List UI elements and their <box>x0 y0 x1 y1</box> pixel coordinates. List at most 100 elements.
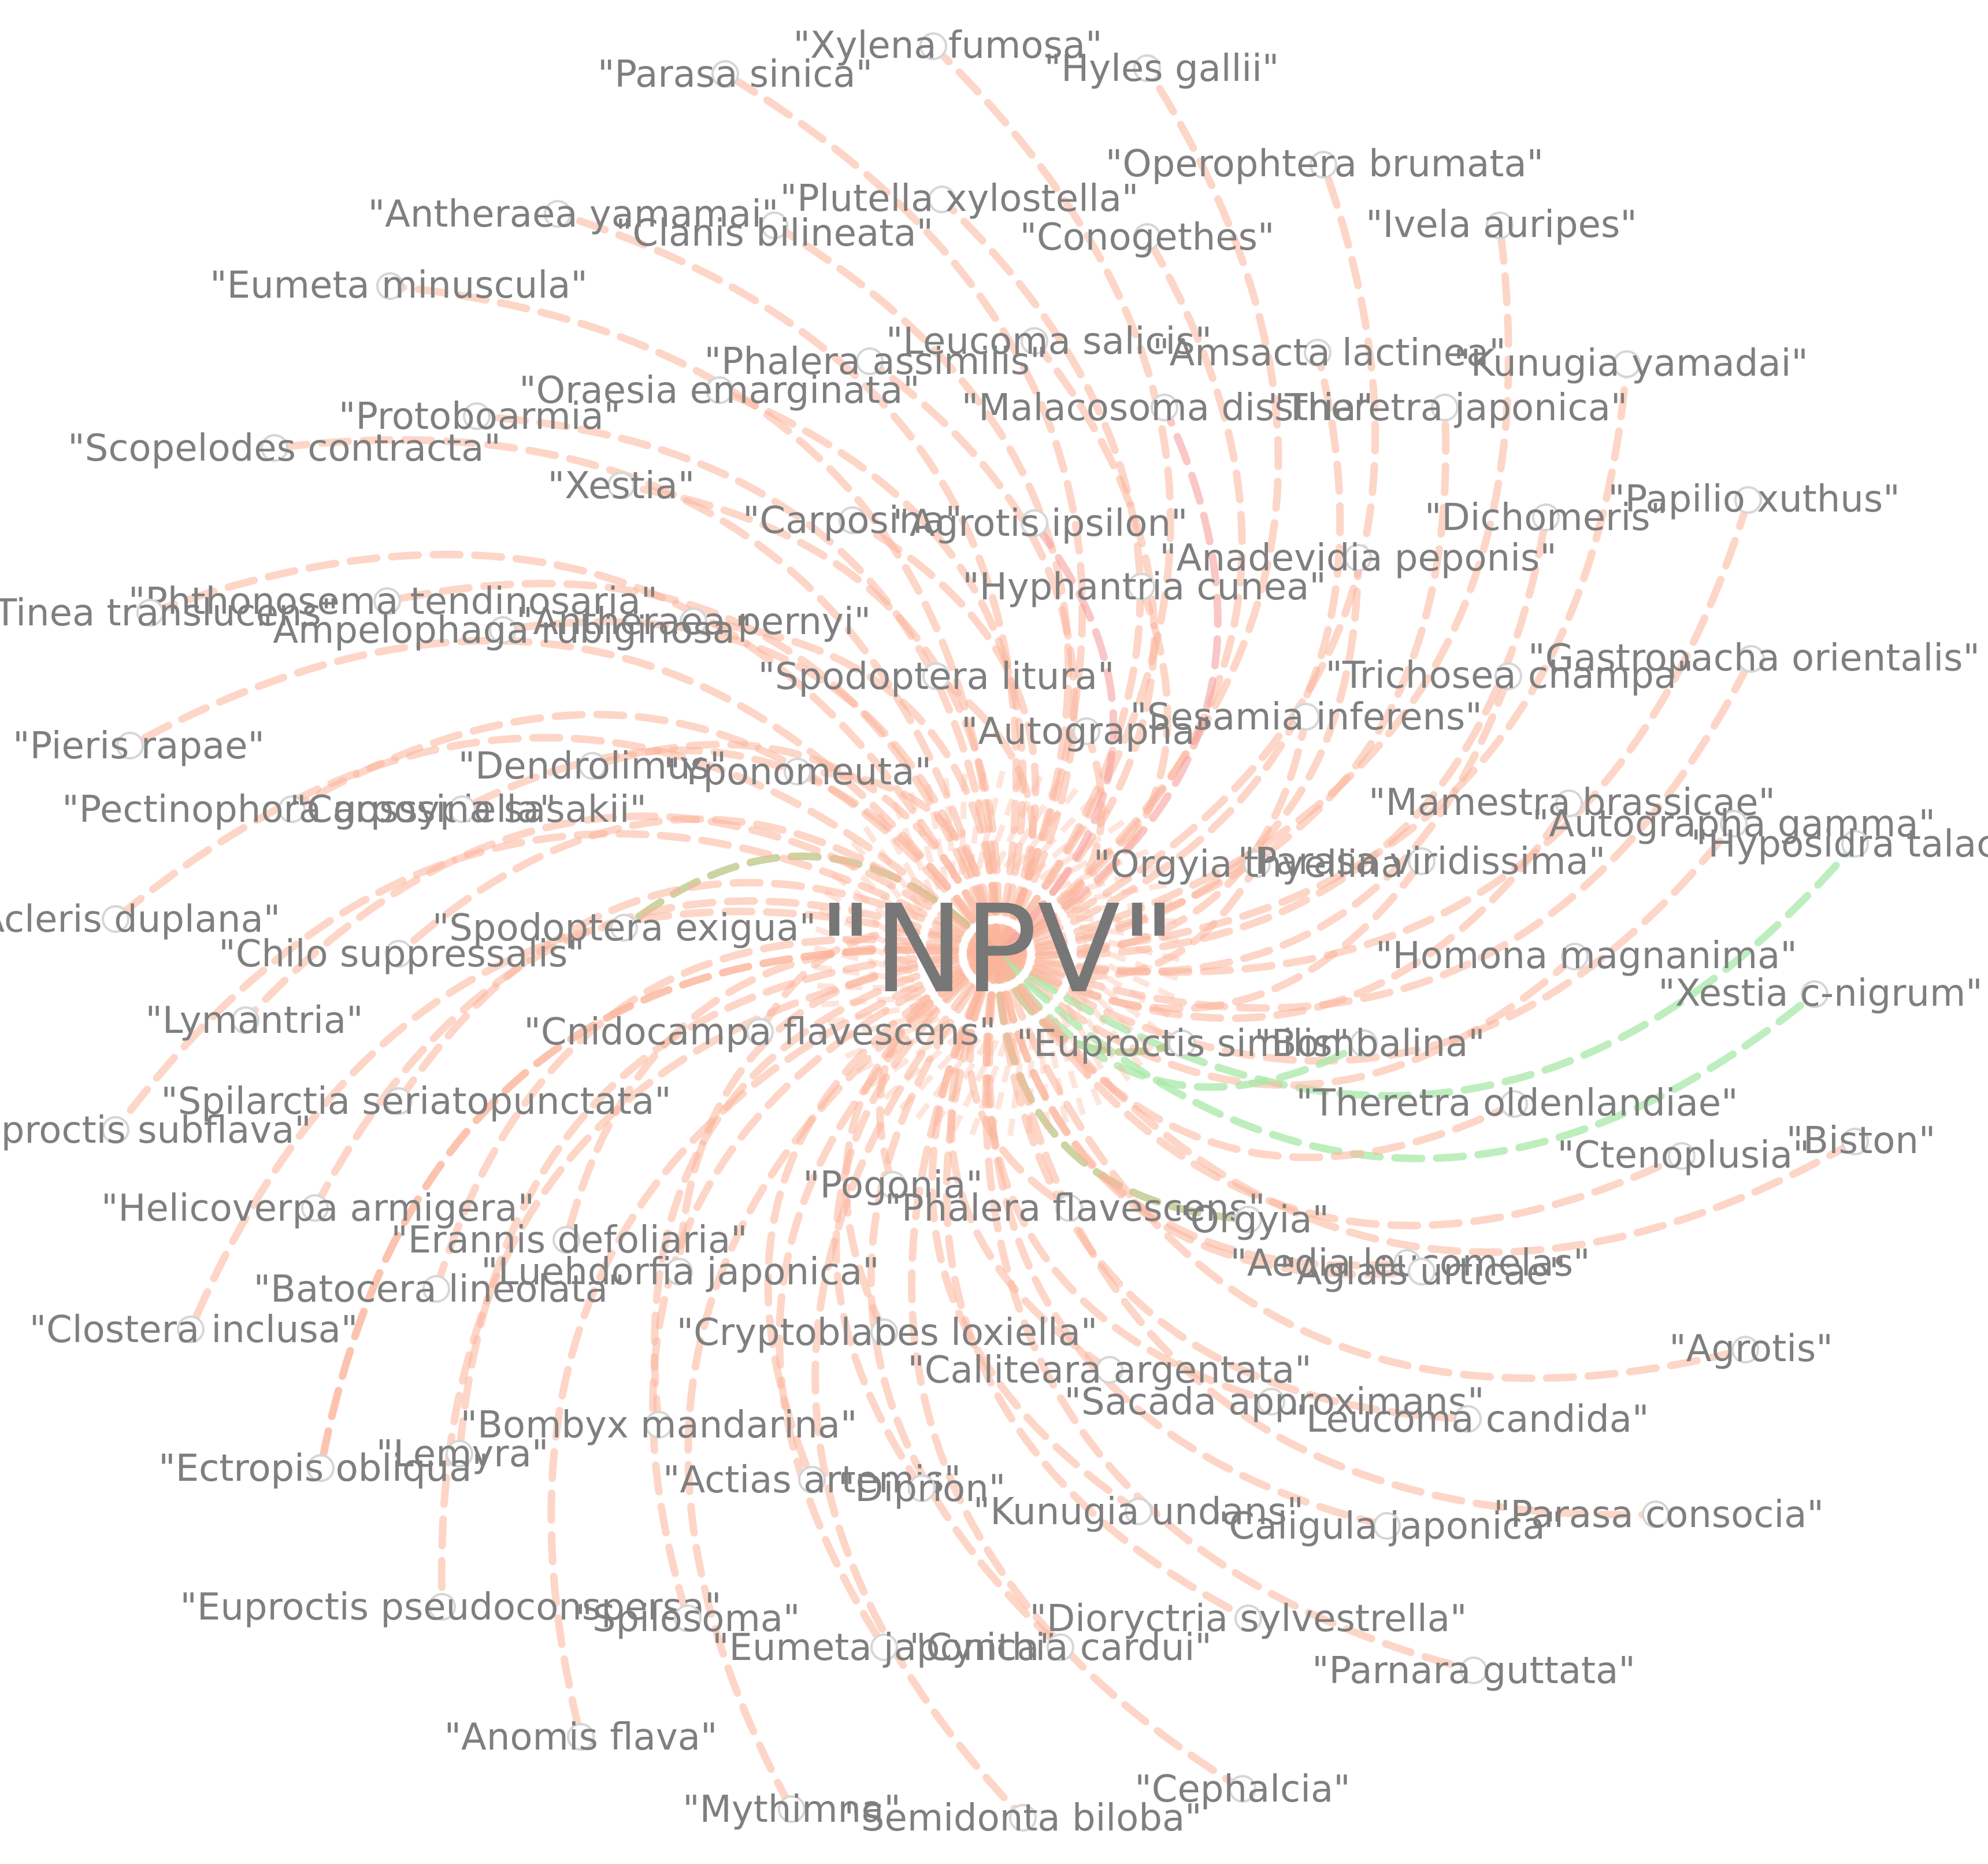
node-circle[interactable] <box>307 1454 335 1482</box>
node-circle[interactable] <box>761 212 788 239</box>
node-label[interactable]: "Antheraea yamamai" <box>368 193 779 236</box>
node-label[interactable]: "Spilosoma" <box>576 1598 800 1640</box>
node-label[interactable]: "Conogethes" <box>1020 216 1275 259</box>
node-label[interactable]: "Phalera assimilis" <box>704 340 1047 383</box>
node-circle[interactable] <box>1243 850 1271 878</box>
node-label[interactable]: "Leucoma candida" <box>1289 1398 1649 1441</box>
node-circle[interactable] <box>919 32 947 60</box>
node-circle[interactable] <box>1229 1775 1256 1803</box>
node-circle[interactable] <box>1055 1194 1083 1222</box>
node-label[interactable]: "Cephalcia" <box>1134 1768 1350 1811</box>
node-circle[interactable] <box>1734 486 1762 514</box>
node-label[interactable]: "Helicoverpa armigera" <box>101 1187 535 1230</box>
node-label[interactable]: "Protoboarmia" <box>339 395 621 438</box>
node-circle[interactable] <box>1021 327 1048 355</box>
node-circle[interactable] <box>1292 703 1320 731</box>
node-label[interactable]: "Anomis flava" <box>444 1716 718 1759</box>
node-label[interactable]: "Lymantria" <box>145 999 363 1042</box>
node-circle[interactable] <box>1431 394 1459 421</box>
node-label[interactable]: "Dioryctria sylvestrella" <box>1030 1598 1467 1640</box>
node-label[interactable]: "Spilarctia seriatopunctata" <box>161 1080 671 1123</box>
node-circle[interactable] <box>489 616 517 644</box>
node-circle[interactable] <box>922 662 950 690</box>
node-circle[interactable] <box>1737 645 1765 673</box>
node-label[interactable]: "Autographa" <box>961 710 1212 753</box>
node-label[interactable]: "Tinea translucens" <box>0 592 338 635</box>
node-label[interactable]: "Orgyia thyellina" <box>1093 843 1420 886</box>
node-circle[interactable] <box>567 1723 595 1751</box>
node-circle[interactable] <box>1344 544 1372 572</box>
node-label[interactable]: "Carposina sasakii" <box>290 788 647 831</box>
node-label[interactable]: "Pieris rapae" <box>13 725 265 768</box>
node-label[interactable]: "Cnidocampa flavescens" <box>524 1011 996 1054</box>
node-label[interactable]: "Autographa gamma" <box>1532 803 1935 846</box>
node-circle[interactable] <box>385 1087 413 1115</box>
node-circle[interactable] <box>552 1226 580 1254</box>
node-label[interactable]: "Antheraea pernyi" <box>516 601 871 643</box>
node-circle[interactable] <box>1073 717 1100 745</box>
node-circle[interactable] <box>1127 573 1155 601</box>
node-label[interactable]: "Eumeta japonica" <box>712 1626 1056 1669</box>
node-circle[interactable] <box>1731 1336 1759 1363</box>
node-circle[interactable] <box>1408 1258 1436 1285</box>
node-label[interactable]: "Carposina" <box>743 499 962 542</box>
node-circle[interactable] <box>1304 339 1331 366</box>
node-circle[interactable] <box>1801 980 1828 1008</box>
node-label[interactable]: "Eumeta minuscula" <box>210 264 588 307</box>
node-circle[interactable] <box>1096 1356 1123 1384</box>
node-circle[interactable] <box>1021 509 1048 537</box>
node-circle[interactable] <box>798 1466 826 1494</box>
node-label[interactable]: "Leucoma salicis" <box>886 320 1212 363</box>
node-circle[interactable] <box>908 1474 936 1502</box>
node-label[interactable]: "Ampelophaga rubiginosa" <box>256 609 752 652</box>
node-circle[interactable] <box>1642 1500 1670 1528</box>
node-label[interactable]: "Diprion" <box>838 1468 1006 1510</box>
node-label[interactable]: "Lemyra" <box>376 1433 549 1476</box>
node-label[interactable]: "Spodoptera exigua" <box>432 907 816 950</box>
node-circle[interactable] <box>1258 1388 1285 1415</box>
node-circle[interactable] <box>1720 810 1748 837</box>
node-circle[interactable] <box>116 732 144 759</box>
node-label[interactable]: "Phthonosema tendinosaria" <box>128 580 658 623</box>
node-circle[interactable] <box>1133 54 1161 82</box>
node-label[interactable]: "Spodoptera litura" <box>758 655 1115 698</box>
node-circle[interactable] <box>607 472 635 499</box>
node-circle[interactable] <box>856 347 884 375</box>
node-label[interactable]: "Parasa sinica" <box>598 53 873 96</box>
node-circle[interactable] <box>102 1116 129 1144</box>
node-label[interactable]: "Hyposidra talaca" <box>1691 823 1988 866</box>
node-label[interactable]: "Scopelodes contracta" <box>68 427 501 470</box>
node-circle[interactable] <box>448 795 476 823</box>
node-label[interactable]: "Acleris duplana" <box>0 898 280 941</box>
node-circle[interactable] <box>578 752 606 780</box>
node-label[interactable]: "Xylena fumosa" <box>793 24 1102 67</box>
node-circle[interactable] <box>746 1018 774 1046</box>
node-label[interactable]: "Cynthia cardui" <box>909 1626 1212 1669</box>
node-circle[interactable] <box>102 905 129 933</box>
node-circle[interactable] <box>665 1258 693 1285</box>
node-circle[interactable] <box>1841 1128 1869 1155</box>
node-circle[interactable] <box>278 795 306 823</box>
node-label[interactable]: "Dendrolimus" <box>458 745 727 788</box>
node-circle[interactable] <box>706 376 733 404</box>
node-label[interactable]: "Pogonia" <box>803 1164 983 1207</box>
node-circle[interactable] <box>1125 1498 1152 1525</box>
node-label[interactable]: "Euproctis similis" <box>1017 1022 1349 1065</box>
node-label[interactable]: "Phalera flavescens" <box>885 1187 1266 1230</box>
node-circle[interactable] <box>1486 212 1514 239</box>
node-circle[interactable] <box>301 1194 329 1222</box>
node-label[interactable]: "Ctenoplusia" <box>1557 1134 1809 1177</box>
node-circle[interactable] <box>446 1440 473 1468</box>
node-circle[interactable] <box>544 200 572 228</box>
node-label[interactable]: "Malacosoma disstria" <box>962 387 1374 429</box>
node-label[interactable]: "Operophtera brumata" <box>1106 143 1544 186</box>
node-circle[interactable] <box>385 940 413 968</box>
node-circle[interactable] <box>1350 1029 1378 1057</box>
node-label[interactable]: "Mamestra brassicae" <box>1368 781 1775 824</box>
node-circle[interactable] <box>1561 943 1589 970</box>
node-label[interactable]: "Luehdorfia japonica" <box>481 1251 879 1294</box>
node-label[interactable]: "Papilio xuthus" <box>1608 478 1900 521</box>
node-circle[interactable] <box>1047 1633 1074 1661</box>
node-label[interactable]: "Kunugia undans" <box>973 1491 1304 1533</box>
node-circle[interactable] <box>1133 223 1161 251</box>
